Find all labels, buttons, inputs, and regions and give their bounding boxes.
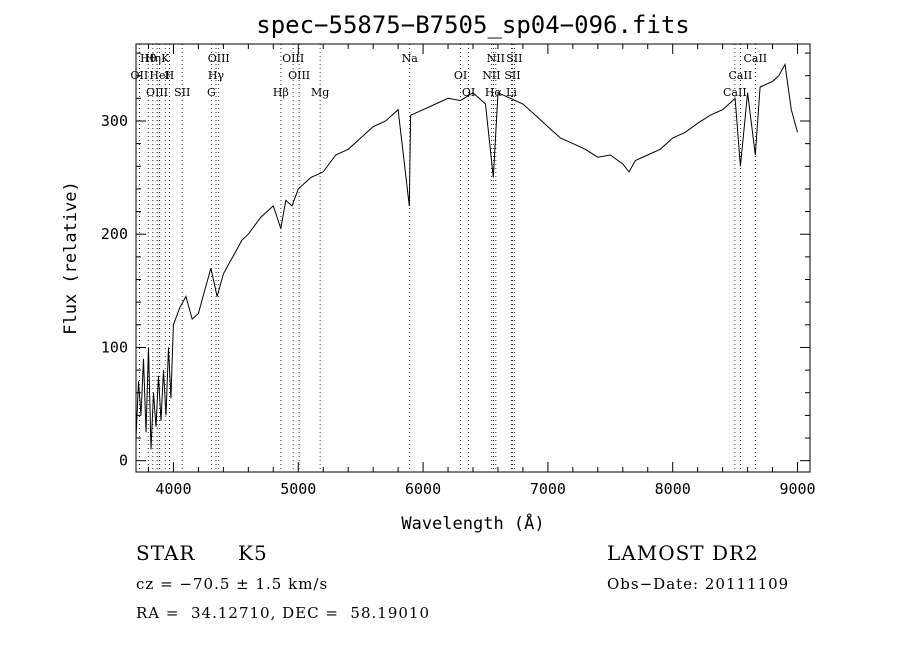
sky-coordinates: RA = 34.12710, DEC = 58.19010 <box>136 604 431 622</box>
line-label-10: Hγ <box>208 69 225 82</box>
line-label-17: OI <box>462 86 475 99</box>
emission-line-labels: HθOIIOIIIHηHeISIIKHGOIIIHγHβOIIIOIIIMgNa… <box>131 52 768 99</box>
line-label-23: Li <box>506 86 517 99</box>
line-label-4: HeI <box>149 69 169 82</box>
object-subclass-label: K5 <box>238 541 268 565</box>
line-label-18: NII <box>487 52 505 65</box>
line-label-6: K <box>161 52 170 65</box>
axis-ticks: 4000 5000 6000 7000 8000 9000 0 100 200 300 <box>101 44 816 498</box>
redshift-velocity: cz = −70.5 ± 1.5 km/s <box>136 575 329 593</box>
x-tick-label-4: 8000 <box>655 480 691 498</box>
line-label-2: OIII <box>146 86 168 99</box>
object-class-label: STAR <box>136 541 196 565</box>
x-tick-label-3: 7000 <box>530 480 566 498</box>
x-tick-label-1: 5000 <box>280 480 316 498</box>
x-axis-label: Wavelength (Å) <box>401 512 544 534</box>
y-axis-label: Flux (relative) <box>61 181 81 335</box>
line-label-24: CaII <box>743 52 767 65</box>
line-label-7: H <box>165 69 175 82</box>
line-label-22: NII <box>482 69 500 82</box>
line-label-13: OIII <box>288 69 310 82</box>
line-label-11: Hβ <box>273 86 289 99</box>
chart-title: spec−55875−B7505_sp04−096.fits <box>256 11 689 39</box>
plot-axes <box>135 43 811 473</box>
x-tick-label-2: 6000 <box>405 480 441 498</box>
line-label-8: G <box>207 86 216 99</box>
line-label-5: SII <box>174 86 190 99</box>
line-label-14: Mg <box>311 86 329 99</box>
line-label-21: SII <box>506 52 522 65</box>
line-label-16: OI <box>454 69 467 82</box>
survey-label: LAMOST DR2 <box>607 541 759 565</box>
y-tick-label-2: 200 <box>101 225 128 243</box>
line-label-9: OIII <box>208 52 230 65</box>
y-tick-label-0: 0 <box>119 452 128 470</box>
line-label-19: SII <box>504 69 520 82</box>
x-tick-label-0: 4000 <box>155 480 191 498</box>
y-tick-label-1: 100 <box>101 338 128 356</box>
line-label-26: CaII <box>723 86 747 99</box>
line-label-20: Hα <box>485 86 503 99</box>
chart-title-group: spec−55875−B7505_sp04−096.fits <box>256 11 689 39</box>
x-tick-label-5: 9000 <box>779 480 815 498</box>
y-tick-label-3: 300 <box>101 112 128 130</box>
line-label-25: CaII <box>729 69 753 82</box>
observation-date: Obs−Date: 20111109 <box>607 575 790 593</box>
spectrum-series-line <box>135 62 798 450</box>
line-label-3: Hη <box>145 52 161 65</box>
line-label-15: Na <box>402 52 419 65</box>
line-label-0: Hθ <box>140 52 157 65</box>
line-label-12: OIII <box>282 52 304 65</box>
plot-frame <box>135 43 811 473</box>
